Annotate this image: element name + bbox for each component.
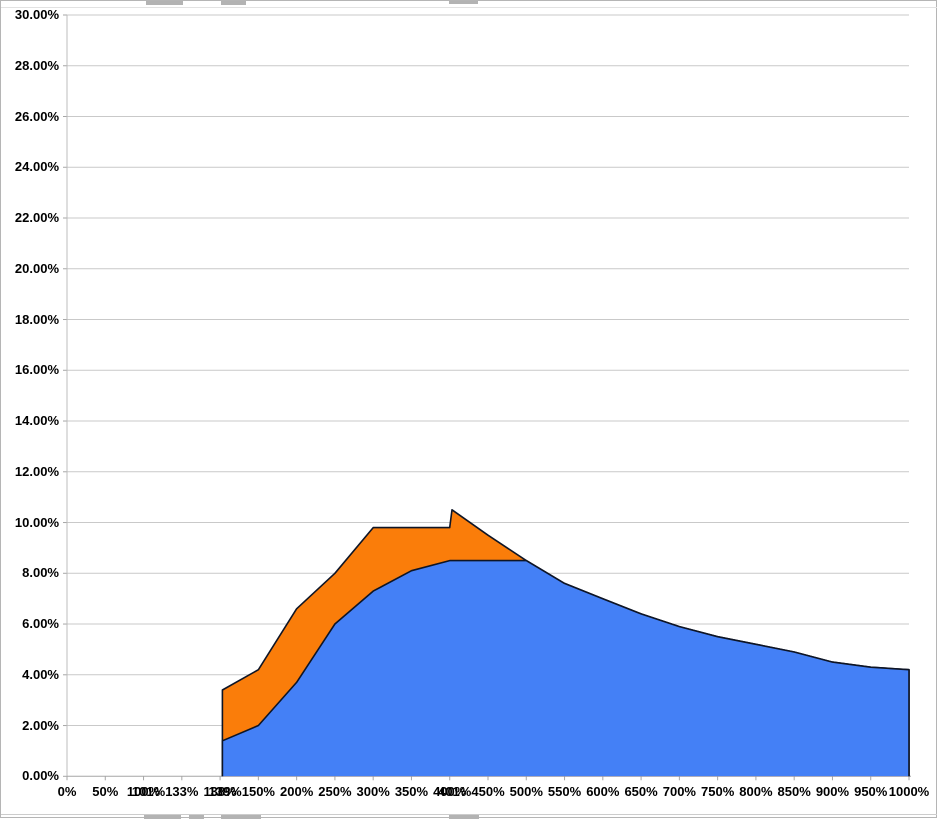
clipped-gridline-artifact [1,814,937,815]
y-axis-tick-label: 22.00% [14,210,59,225]
y-axis-tick-label: 4.00% [22,666,59,682]
x-axis-tick-label: 550% [547,784,582,799]
x-axis-tick-label: 150% [241,784,275,799]
blue-area-outline [221,559,910,777]
x-axis-tick-label: 400% [433,784,467,799]
y-axis-tick-label: 2.00% [22,717,59,733]
clipped-ui-artifact [144,815,181,819]
x-axis-tick-label: 750% [701,784,735,799]
x-axis-tick-label-overlapping: 101% [131,784,166,799]
y-axis-tick-label: 18.00% [14,311,59,327]
x-axis-tick-label: 850% [777,784,811,799]
x-axis-tick-label-overlapping: 401% [438,784,472,799]
clipped-ui-artifact [221,1,246,5]
x-axis-tick-label: 350% [394,784,429,799]
x-axis-tick-label: 600% [586,784,620,799]
x-axis-tick-label: 200% [280,784,314,799]
x-axis-tick-label: 250% [318,784,352,799]
x-axis-tick-label: 700% [662,784,696,799]
x-axis-tick-label: 950% [854,784,888,799]
clipped-ui-artifact [449,1,478,4]
y-axis-tick-label: 6.00% [22,616,59,632]
x-axis-tick-label: 900% [815,784,850,799]
y-axis-tick-label: 24.00% [14,159,59,175]
y-axis-tick-label: 16.00% [14,362,59,378]
y-axis-tick-label: 20.00% [14,260,59,276]
x-axis-tick-label: 0% [57,784,77,799]
x-axis-tick-label: 800% [739,784,773,799]
clipped-gridline-artifact [1,7,937,8]
blue-area-fill [222,560,909,777]
clipped-ui-artifact [449,815,479,819]
y-axis-tick-label: 10.00% [14,514,59,530]
y-axis-tick-label: 8.00% [22,565,59,581]
x-axis-tick-label: 300% [356,784,390,799]
x-axis-tick-label: 500% [509,784,543,799]
x-axis-tick-label: 1000% [888,784,930,799]
x-axis-tick-label: 450% [471,784,505,799]
y-axis-tick-label: 28.00% [14,57,59,73]
clipped-ui-artifact [221,815,261,819]
y-axis-tick-label: 12.00% [14,463,59,479]
x-axis-tick-label-overlapping: 139% [208,784,242,799]
y-axis-tick-label: 30.00% [14,7,59,22]
clipped-ui-artifact [146,1,183,5]
x-axis-tick-label: 50% [92,784,119,799]
y-axis-tick-label: 14.00% [14,413,59,429]
x-axis-tick-label: 138% [203,784,237,799]
x-axis-tick-label: 650% [624,784,658,799]
clipped-ui-artifact [189,815,204,819]
x-axis-tick-label: 100% [126,784,161,799]
y-axis-tick-label: 0.00% [22,768,59,784]
x-axis-tick-label: 133% [165,784,199,799]
y-axis-tick-label: 26.00% [14,108,59,124]
